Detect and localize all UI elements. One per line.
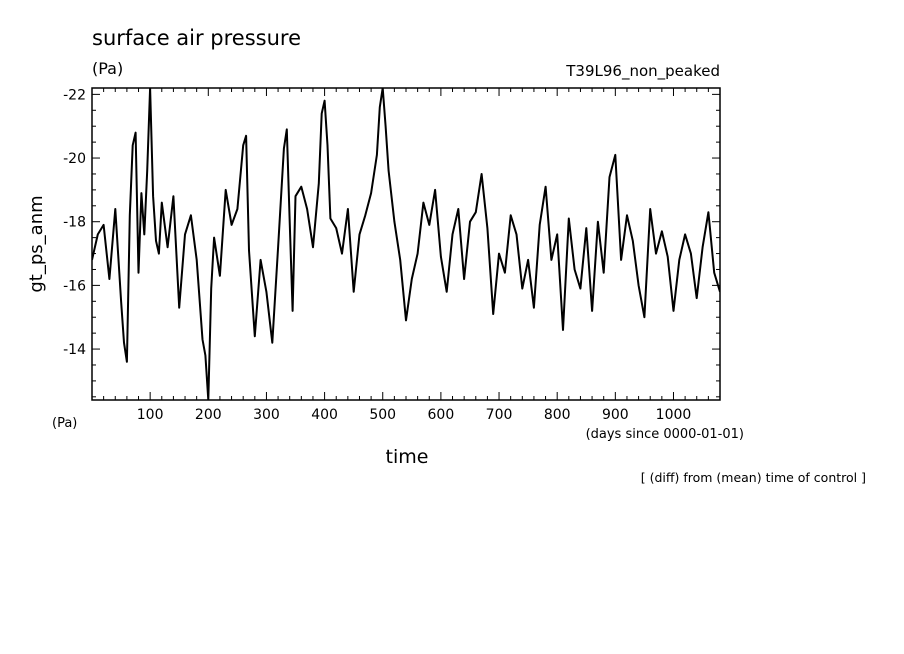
x-tick-label: 700 — [486, 407, 513, 423]
y-tick-label: -20 — [63, 151, 86, 167]
x-tick-label: 900 — [602, 407, 629, 423]
series-line-gt_ps_anm — [92, 88, 720, 400]
y-axis-label: gt_ps_anm — [26, 195, 47, 292]
footnote: [ (diff) from (mean) time of control ] — [641, 470, 866, 485]
x-tick-label: 600 — [428, 407, 455, 423]
x-tick-label: 100 — [137, 407, 164, 423]
x-tick-label: 1000 — [656, 407, 692, 423]
x-tick-label: 500 — [369, 407, 396, 423]
x-tick-label: 200 — [195, 407, 222, 423]
y-tick-label: -22 — [63, 87, 86, 103]
data-series-group — [92, 88, 720, 400]
title-units: (Pa) — [92, 59, 123, 78]
plot-frame — [91, 87, 721, 401]
chart-title: surface air pressure — [92, 26, 301, 50]
y-tick-label: -14 — [63, 342, 86, 358]
y-tick-label: -18 — [63, 215, 86, 231]
y-tick-label: -16 — [63, 278, 86, 294]
experiment-label: T39L96_non_peaked — [565, 62, 720, 81]
x-tick-label: 800 — [544, 407, 571, 423]
x-axis-units: (days since 0000-01-01) — [586, 427, 744, 442]
y-axis-units: (Pa) — [52, 416, 77, 431]
x-tick-label: 400 — [311, 407, 338, 423]
x-tick-label: 300 — [253, 407, 280, 423]
x-axis-label: time — [386, 446, 429, 468]
